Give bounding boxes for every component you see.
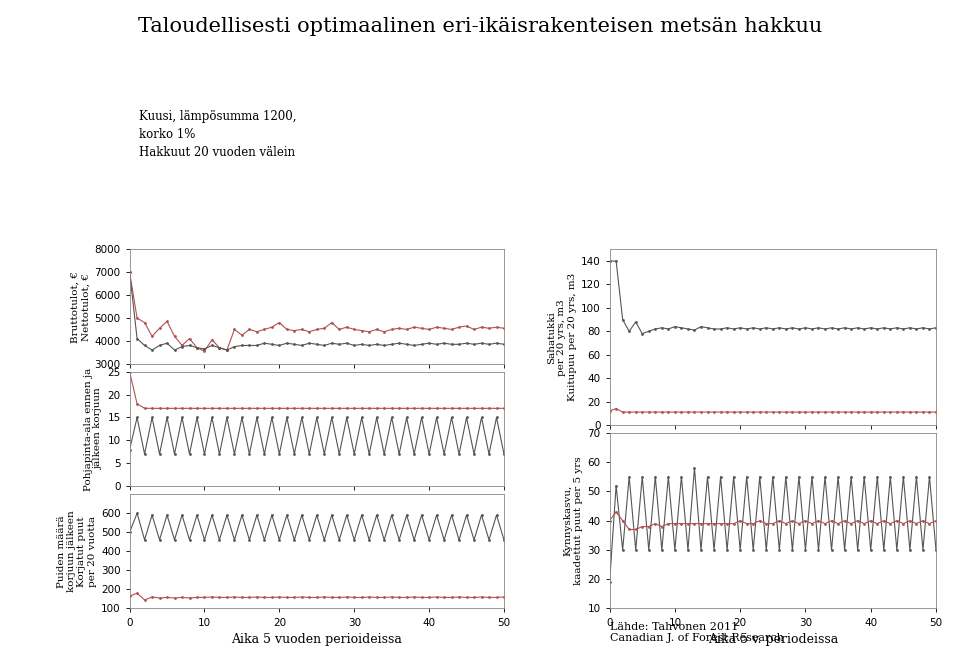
Text: Lähde: Tahvonen 2011
Canadian J. of Forest Research: Lähde: Tahvonen 2011 Canadian J. of Fore… <box>610 622 783 643</box>
Y-axis label: Kynnyskasvu,
kaadettut puut per 5 yrs: Kynnyskasvu, kaadettut puut per 5 yrs <box>564 456 584 585</box>
X-axis label: Aika 5 vuoden perioideissa: Aika 5 vuoden perioideissa <box>231 633 402 646</box>
Y-axis label: Sahatukki
per 20 yrs, m3
Kuitupuu per 20 yrs, m3: Sahatukki per 20 yrs, m3 Kuitupuu per 20… <box>547 273 577 401</box>
Text: Kuusi, lämpösumma 1200,
korko 1%
Hakkuut 20 vuoden välein: Kuusi, lämpösumma 1200, korko 1% Hakkuut… <box>139 110 297 159</box>
Y-axis label: Bruttotulot, €
Nettotulot, €: Bruttotulot, € Nettotulot, € <box>71 271 90 342</box>
Y-axis label: Puiden määrä
korjuun jälkeen
Korjatut puut
per 20 vuotta: Puiden määrä korjuun jälkeen Korjatut pu… <box>57 511 97 592</box>
Text: Taloudellisesti optimaalinen eri-ikäisrakenteisen metsän hakkuu: Taloudellisesti optimaalinen eri-ikäisra… <box>138 17 822 36</box>
X-axis label: Aika 5 v. periodeissa: Aika 5 v. periodeissa <box>708 633 838 646</box>
Y-axis label: Pohjapinta-ala ennen ja
jälkeen korjuun: Pohjapinta-ala ennen ja jälkeen korjuun <box>84 367 103 491</box>
